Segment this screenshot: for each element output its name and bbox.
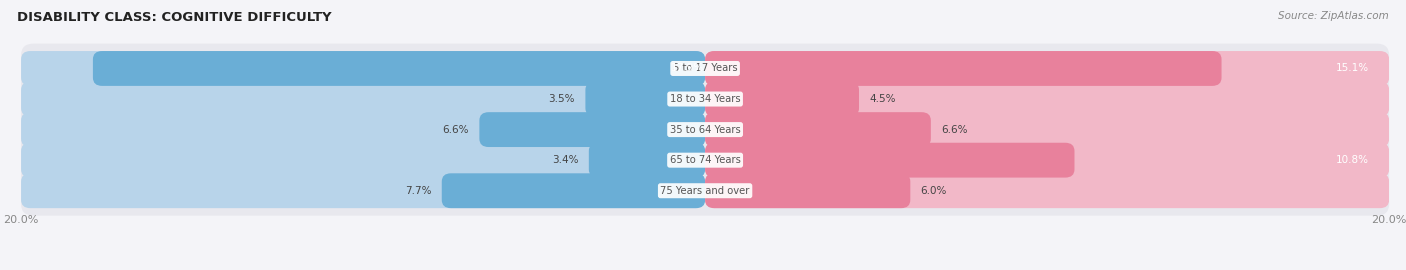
FancyBboxPatch shape (706, 51, 1222, 86)
FancyBboxPatch shape (706, 82, 1389, 116)
FancyBboxPatch shape (21, 82, 706, 116)
Text: 3.4%: 3.4% (553, 155, 578, 165)
Text: 4.5%: 4.5% (869, 94, 896, 104)
FancyBboxPatch shape (706, 173, 910, 208)
FancyBboxPatch shape (585, 82, 706, 116)
FancyBboxPatch shape (21, 51, 706, 86)
FancyBboxPatch shape (706, 82, 859, 116)
Text: 3.5%: 3.5% (548, 94, 575, 104)
FancyBboxPatch shape (21, 143, 706, 178)
FancyBboxPatch shape (479, 112, 706, 147)
FancyBboxPatch shape (21, 173, 706, 208)
Text: 35 to 64 Years: 35 to 64 Years (669, 124, 741, 135)
Text: 6.0%: 6.0% (921, 186, 948, 196)
FancyBboxPatch shape (706, 173, 1389, 208)
Text: 18 to 34 Years: 18 to 34 Years (669, 94, 741, 104)
FancyBboxPatch shape (21, 112, 706, 147)
Text: DISABILITY CLASS: COGNITIVE DIFFICULTY: DISABILITY CLASS: COGNITIVE DIFFICULTY (17, 11, 332, 24)
FancyBboxPatch shape (706, 112, 931, 147)
Text: 17.9%: 17.9% (671, 63, 704, 73)
Text: Source: ZipAtlas.com: Source: ZipAtlas.com (1278, 11, 1389, 21)
FancyBboxPatch shape (21, 74, 1389, 124)
FancyBboxPatch shape (706, 143, 1389, 178)
Text: 65 to 74 Years: 65 to 74 Years (669, 155, 741, 165)
FancyBboxPatch shape (21, 135, 1389, 185)
FancyBboxPatch shape (21, 105, 1389, 154)
FancyBboxPatch shape (21, 166, 1389, 216)
FancyBboxPatch shape (441, 173, 706, 208)
FancyBboxPatch shape (706, 51, 1389, 86)
Text: 7.7%: 7.7% (405, 186, 432, 196)
FancyBboxPatch shape (706, 143, 1074, 178)
Text: 15.1%: 15.1% (1336, 63, 1368, 73)
Text: 10.8%: 10.8% (1336, 155, 1368, 165)
Text: 6.6%: 6.6% (443, 124, 470, 135)
Text: 5 to 17 Years: 5 to 17 Years (673, 63, 737, 73)
Text: 75 Years and over: 75 Years and over (661, 186, 749, 196)
FancyBboxPatch shape (706, 112, 1389, 147)
FancyBboxPatch shape (93, 51, 706, 86)
FancyBboxPatch shape (589, 143, 706, 178)
FancyBboxPatch shape (21, 43, 1389, 93)
Text: 6.6%: 6.6% (941, 124, 967, 135)
